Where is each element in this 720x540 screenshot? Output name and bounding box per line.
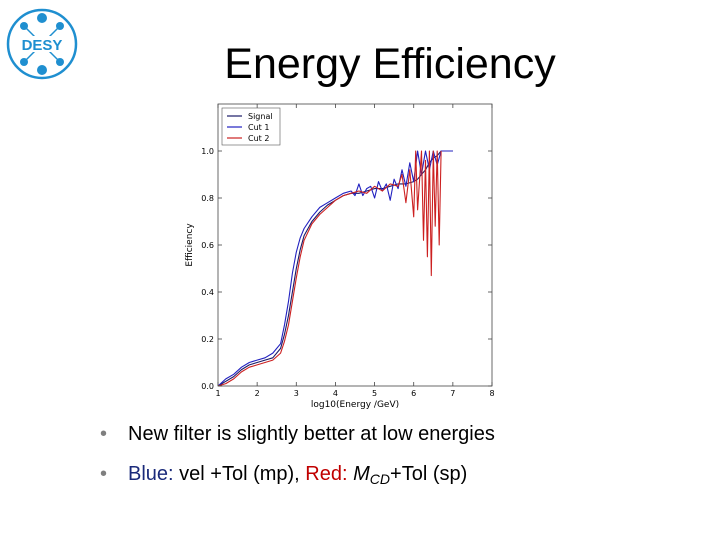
x-tick-label: 6 xyxy=(411,389,416,398)
x-tick-label: 8 xyxy=(489,389,494,398)
red-label: Red: xyxy=(305,463,348,485)
series-line-cut-2 xyxy=(217,150,442,387)
y-tick-label: 0.6 xyxy=(201,241,214,250)
x-axis-label: log10(Energy /GeV) xyxy=(311,400,399,410)
x-tick-label: 1 xyxy=(215,389,220,398)
legend-label: Signal xyxy=(248,112,273,121)
m-subscript: CD xyxy=(369,471,391,487)
y-tick-label: 0.0 xyxy=(201,382,214,391)
x-tick-label: 5 xyxy=(372,389,377,398)
legend-label: Cut 1 xyxy=(248,123,269,132)
bullet-text: New filter is slightly better at low ene… xyxy=(128,423,495,445)
series-line-signal xyxy=(217,150,453,387)
m-symbol: M xyxy=(353,463,370,485)
efficiency-chart: 1 2 3 4 5 6 7 8 0.0 0.2 0.4 0.6 0.8 1.0 log10(Energy … xyxy=(185,103,495,410)
logo-text: DESY xyxy=(22,37,63,54)
bullet-dot: • xyxy=(100,423,108,445)
y-tick-label: 0.4 xyxy=(201,288,214,297)
blue-label: Blue: xyxy=(128,463,174,485)
series-line-cut-1 xyxy=(217,150,453,387)
chart-ticks: 1 2 3 4 5 6 7 8 0.0 0.2 0.4 0.6 0.8 1.0 xyxy=(201,104,495,398)
chart-legend: Signal Cut 1 Cut 2 xyxy=(221,107,281,146)
legend-label: Cut 2 xyxy=(248,134,269,143)
red-description: +Tol (sp) xyxy=(390,463,468,485)
x-tick-label: 7 xyxy=(450,389,455,398)
y-axis-label: Efficiency xyxy=(185,223,195,267)
x-tick-label: 4 xyxy=(333,389,338,398)
bullet-item: • New filter is slightly better at low en… xyxy=(100,422,495,446)
x-tick-label: 3 xyxy=(294,389,299,398)
x-tick-label: 2 xyxy=(255,389,260,398)
y-tick-label: 0.8 xyxy=(201,194,214,203)
blue-description: vel +Tol (mp), xyxy=(173,463,306,485)
chart-series xyxy=(217,150,453,387)
chart-frame xyxy=(217,103,493,387)
page-title: Energy Efficiency xyxy=(224,40,556,88)
y-tick-label: 0.2 xyxy=(201,335,214,344)
bullet-item: • Blue: vel +Tol (mp), Red: MCD+Tol (sp) xyxy=(100,462,495,491)
y-tick-label: 1.0 xyxy=(201,147,214,156)
desy-logo: DESY xyxy=(6,8,78,80)
logo-ring xyxy=(6,8,78,80)
bullet-list: • New filter is slightly better at low en… xyxy=(100,422,495,507)
bullet-dot: • xyxy=(100,463,108,485)
